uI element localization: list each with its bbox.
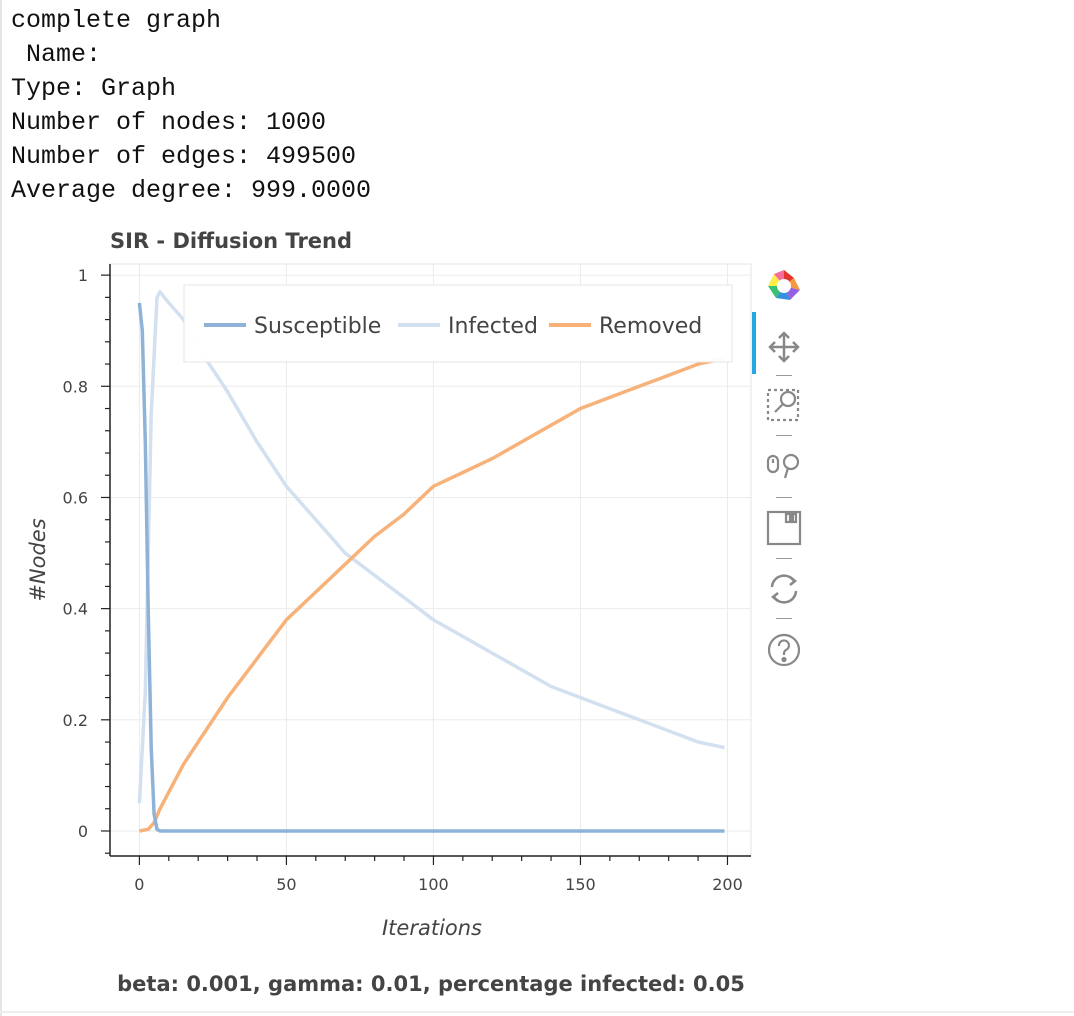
x-tick-label: 150: [565, 875, 596, 894]
bottom-border: [0, 1011, 1074, 1013]
series-line-removed: [139, 356, 725, 833]
legend-box: [183, 284, 733, 363]
active-tool-indicator: [752, 312, 756, 374]
y-tick-label: 0.6: [63, 488, 88, 507]
series-line-susceptible: [137, 302, 725, 833]
legend-label-infected: Infected: [448, 314, 538, 339]
x-tick-label: 200: [712, 875, 743, 894]
reset-tool-icon[interactable]: [764, 569, 804, 609]
chart-toolbar: [752, 260, 816, 680]
x-tick-label: 100: [418, 875, 449, 894]
console-line: Average degree: 999.0000: [11, 176, 372, 205]
bokeh-logo-icon[interactable]: [764, 266, 804, 306]
x-axis-title: Iterations: [382, 916, 482, 940]
legend[interactable]: Susceptible Infected Removed: [183, 284, 733, 363]
y-tick-label: 0.4: [63, 600, 88, 619]
y-tick-label: 0.8: [63, 377, 88, 396]
chart-title: SIR - Diffusion Trend: [110, 229, 352, 253]
box-zoom-tool-icon[interactable]: [764, 384, 804, 424]
y-tick-label: 0.2: [63, 711, 88, 730]
toolbar-divider: [776, 558, 792, 559]
legend-label-susceptible: Susceptible: [254, 314, 381, 339]
console-line: Type: Graph: [11, 74, 177, 103]
chart-subtitle: beta: 0.001, gamma: 0.01, percentage inf…: [117, 972, 745, 996]
toolbar-divider: [776, 435, 792, 436]
console-line: Name:: [11, 40, 102, 69]
help-tool-icon[interactable]: [764, 630, 804, 670]
legend-label-removed: Removed: [599, 314, 702, 339]
console-line: complete graph: [11, 6, 222, 35]
axes: 0 50 100 150 200 0 0.2 0.4 0.6 0.8 1: [63, 264, 751, 894]
y-tick-label: 0: [78, 822, 88, 841]
console-output: complete graph Name: Type: Graph Number …: [11, 4, 371, 208]
series-line-infected: [137, 290, 725, 804]
left-border: [0, 0, 2, 1016]
toolbar-divider: [776, 497, 792, 498]
pan-tool-icon[interactable]: [764, 327, 804, 367]
y-tick-label: 1: [78, 266, 88, 285]
x-tick-label: 50: [276, 875, 296, 894]
plot-area[interactable]: [109, 263, 752, 857]
console-line: Number of edges: 499500: [11, 142, 357, 171]
console-line: Number of nodes: 1000: [11, 108, 327, 137]
toolbar-divider: [776, 375, 792, 376]
series-lines: [137, 290, 725, 833]
x-tick-label: 0: [134, 875, 144, 894]
save-tool-icon[interactable]: [764, 508, 804, 548]
wheel-zoom-tool-icon[interactable]: [764, 446, 804, 486]
toolbar-divider: [776, 618, 792, 619]
y-axis-title: #Nodes: [26, 518, 50, 601]
